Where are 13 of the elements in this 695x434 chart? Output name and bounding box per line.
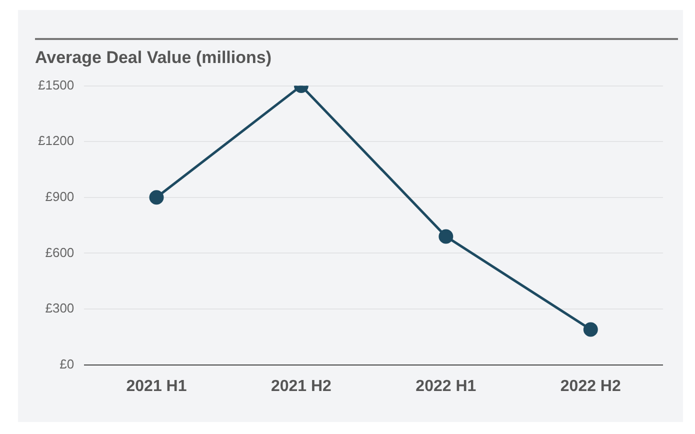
- y-tick-label: £0: [60, 356, 74, 372]
- x-tick-label: 2022 H1: [416, 378, 476, 395]
- y-tick-label: £1500: [38, 77, 74, 92]
- x-tick-label: 2021 H2: [270, 378, 332, 395]
- y-tick-label: £900: [45, 188, 74, 204]
- y-tick-label: £1200: [38, 133, 74, 148]
- chart-title: Average Deal Value (millions): [35, 38, 678, 68]
- y-tick-label: £300: [45, 300, 74, 316]
- point: [149, 190, 164, 205]
- x-tick-label: 2021 H1: [126, 378, 187, 395]
- point: [438, 229, 454, 244]
- y-tick-label: £600: [45, 244, 74, 260]
- x-tick-label: 2022 H2: [560, 378, 621, 395]
